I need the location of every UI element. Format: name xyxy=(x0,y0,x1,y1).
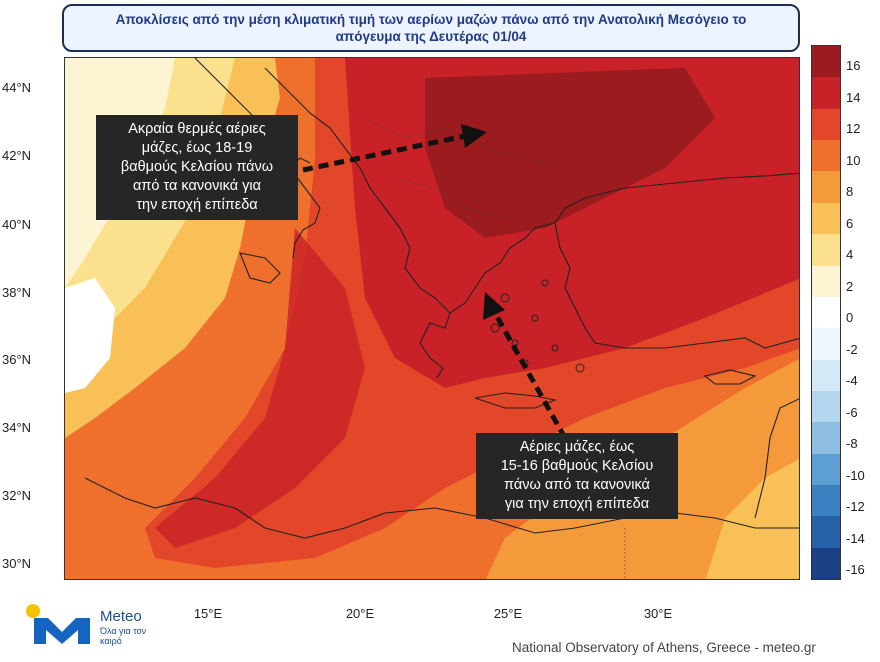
color-scale-segment xyxy=(812,265,840,297)
callout-south-line: πάνω από τα κανονικά xyxy=(504,477,650,493)
coast-sicily xyxy=(239,252,281,284)
island-5 xyxy=(551,344,559,352)
color-scale-segment xyxy=(812,328,840,360)
anomaly-plume xyxy=(155,228,365,548)
callout-north-line: την εποχή επίπεδα xyxy=(136,197,258,213)
color-scale-label: 14 xyxy=(846,89,861,105)
color-scale-label: 10 xyxy=(846,152,861,168)
callout-north-line: μάζες, έως 18-19 xyxy=(141,140,253,156)
callout-south-line: για την εποχή επίπεδα xyxy=(504,496,650,512)
coast-black-sea xyxy=(554,172,799,224)
callout-south-line: 15-16 βαθμούς Κελσίου xyxy=(500,458,654,474)
color-scale-label: -4 xyxy=(846,373,858,389)
map-title-line-2: απόγευμα της Δευτέρας 01/04 xyxy=(335,29,527,44)
island-3 xyxy=(531,314,539,322)
callout-south: Αέριες μάζες, έως 15-16 βαθμούς Κελσίου … xyxy=(476,433,678,519)
lat-label-38: 38°N xyxy=(2,285,32,300)
color-scale-label: 12 xyxy=(846,121,861,137)
logo-name: Meteo xyxy=(100,608,142,625)
color-scale-label: 16 xyxy=(846,58,861,74)
color-scale-segment xyxy=(812,453,840,486)
anomaly-zone-16 xyxy=(425,68,715,238)
arrow-north-line xyxy=(302,133,466,173)
meteo-m-icon xyxy=(34,618,90,644)
color-scale-label: 8 xyxy=(846,184,854,200)
coast-turkey-south xyxy=(554,222,799,349)
color-scale-segment xyxy=(812,108,840,141)
coast-levant xyxy=(754,398,799,519)
callout-north-line: βαθμούς Κελσίου πάνω xyxy=(120,159,274,175)
color-scale-label: -12 xyxy=(846,499,865,515)
color-scale-segment xyxy=(812,359,840,391)
lat-label-40: 40°N xyxy=(2,217,32,232)
island-8 xyxy=(575,363,585,373)
color-scale-segment xyxy=(812,390,840,423)
color-scale-label: -14 xyxy=(846,530,865,546)
color-scale-segment xyxy=(812,77,840,109)
lat-label-30: 30°N xyxy=(2,556,32,571)
arrow-south-head xyxy=(483,292,505,320)
lat-label-44: 44°N xyxy=(2,80,32,95)
color-scale-label: -8 xyxy=(846,436,858,452)
coast-crete xyxy=(474,392,557,409)
anomaly-zone-6-se xyxy=(705,459,799,579)
color-scale-label: 0 xyxy=(846,310,854,326)
island-7 xyxy=(541,279,549,287)
callout-north: Ακραία θερμές αέριες μάζες, έως 18-19 βα… xyxy=(96,115,298,220)
coast-balkans xyxy=(264,67,401,229)
lon-label-15: 15°E xyxy=(193,606,223,621)
island-1 xyxy=(490,323,500,333)
coast-greece-north xyxy=(449,222,556,314)
color-scale-label: 6 xyxy=(846,215,854,231)
color-scale-label: -2 xyxy=(846,341,858,357)
color-scale-segment xyxy=(812,171,840,203)
color-scale-segment xyxy=(812,234,840,266)
coast-north-africa xyxy=(84,477,799,539)
arrow-south-line xyxy=(492,311,568,440)
color-scale-segment xyxy=(812,485,840,517)
lat-label-42: 42°N xyxy=(2,148,32,163)
color-scale-label: 2 xyxy=(846,278,854,294)
callout-north-line: Ακραία θερμές αέριες xyxy=(128,121,266,137)
color-scale-segment xyxy=(812,296,840,329)
lat-label-34: 34°N xyxy=(2,420,32,435)
anomaly-zone-0 xyxy=(65,278,115,393)
lon-label-25: 25°E xyxy=(493,606,523,621)
callout-north-line: από τα κανονικά για xyxy=(133,178,261,194)
credit-text: National Observatory of Athens, Greece -… xyxy=(512,640,816,655)
color-scale-segment xyxy=(812,46,840,78)
coast-greece-west xyxy=(399,227,451,379)
border-2 xyxy=(394,177,506,219)
island-6 xyxy=(500,293,510,303)
color-scale-segment xyxy=(812,516,840,548)
map-title: Αποκλίσεις από την μέση κλιματική τιμή τ… xyxy=(62,4,800,52)
logo-tagline: Όλα για τον καιρό xyxy=(100,626,147,646)
lat-label-32: 32°N xyxy=(2,488,32,503)
color-scale-segment xyxy=(812,202,840,235)
arrow-north-head xyxy=(461,124,487,148)
lat-label-36: 36°N xyxy=(2,352,32,367)
color-scale-segment xyxy=(812,422,840,454)
callout-south-line: Αέριες μάζες, έως xyxy=(519,439,635,455)
coastlines xyxy=(84,58,799,539)
color-scale-segment xyxy=(812,140,840,172)
lon-label-30: 30°E xyxy=(643,606,673,621)
color-scale-label: -6 xyxy=(846,404,858,420)
color-scale-label: -10 xyxy=(846,467,865,483)
map-title-line-1: Αποκλίσεις από την μέση κλιματική τιμή τ… xyxy=(115,12,747,27)
sun-icon xyxy=(26,604,40,618)
color-scale-label: 4 xyxy=(846,247,854,263)
meteo-logo: Meteo Όλα για τον καιρό xyxy=(22,600,162,650)
color-scale xyxy=(811,45,841,580)
color-scale-label: -16 xyxy=(846,562,865,577)
coast-cyprus xyxy=(703,369,757,385)
arrows xyxy=(302,124,568,440)
lon-label-20: 20°E xyxy=(345,606,375,621)
color-scale-segment xyxy=(812,547,840,580)
